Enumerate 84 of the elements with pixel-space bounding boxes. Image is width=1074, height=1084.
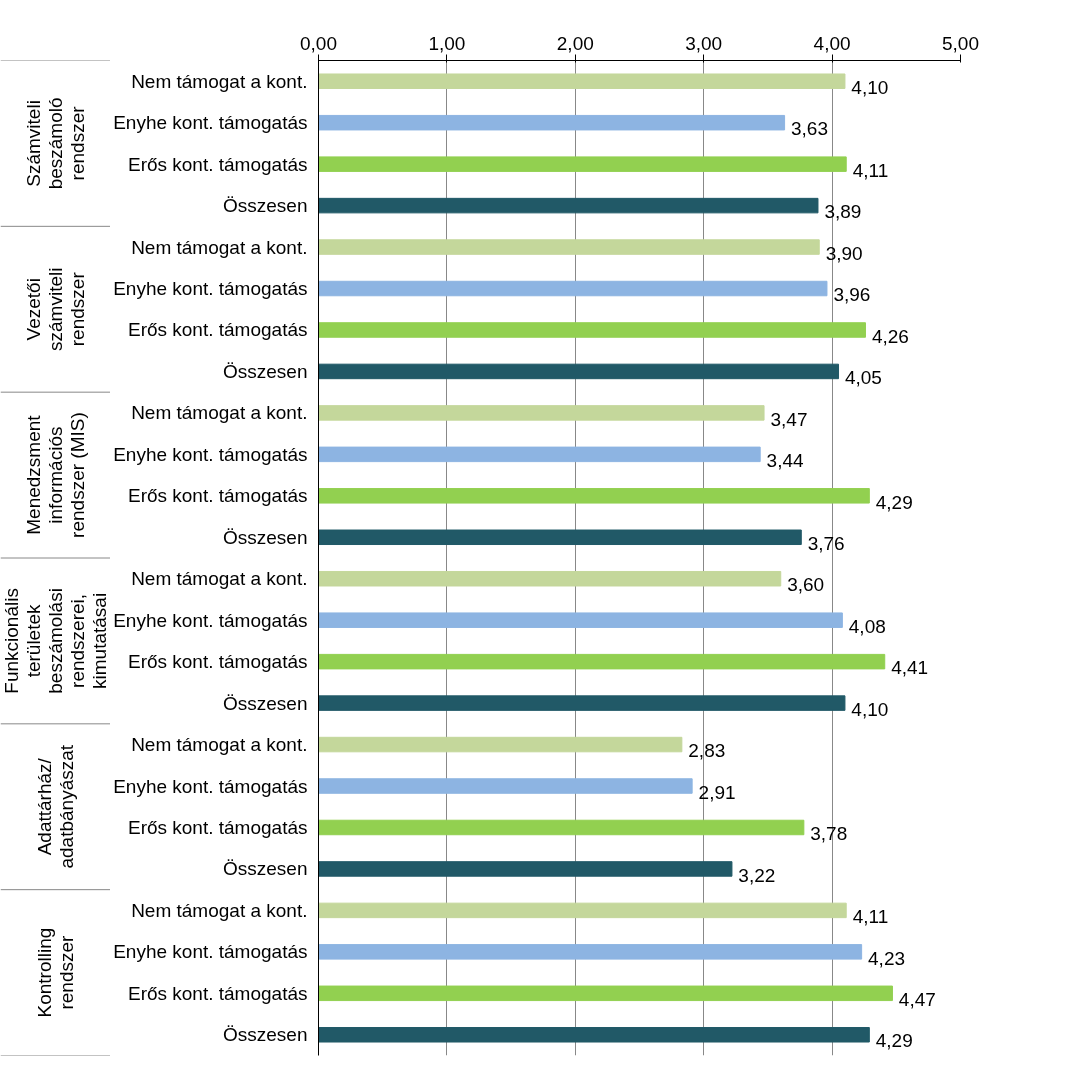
bar (318, 612, 843, 628)
data-label: 3,44 (766, 450, 805, 472)
data-label: 3,96 (833, 284, 871, 306)
bar (318, 736, 683, 753)
data-label: 4,23 (868, 947, 906, 969)
data-label: 4,05 (844, 367, 882, 389)
text: Menedzsment információs rendszer (MIS) (22, 412, 89, 538)
y-tick-label: Nem támogat a kont. (131, 899, 308, 921)
y-tick-label: Enyhe kont. támogatás (113, 941, 308, 963)
data-label: 2,83 (688, 740, 726, 762)
y-tick-label: Nem támogat a kont. (131, 236, 308, 258)
y-tick-label: Erős kont. támogatás (127, 651, 308, 673)
text: Számviteli beszámoló rendszer (22, 97, 89, 190)
y-tick-label: Összesen (223, 195, 308, 217)
bar (318, 695, 846, 711)
data-label: 3,78 (810, 823, 848, 845)
x-tick-label: 2,00 (556, 32, 594, 54)
y-tick-label: Nem támogat a kont. (131, 568, 308, 590)
bar (318, 819, 805, 836)
bar (318, 446, 761, 463)
data-label: 3,60 (787, 574, 825, 596)
y-tick-label: Nem támogat a kont. (131, 402, 308, 424)
data-label: 4,41 (891, 657, 929, 679)
data-label: 4,10 (851, 76, 889, 98)
data-label: 4,47 (898, 989, 936, 1011)
x-tick-label: 1,00 (428, 32, 466, 54)
data-label: 3,63 (791, 118, 828, 140)
data-label: 4,11 (852, 906, 889, 928)
data-label: 4,26 (871, 325, 909, 347)
bar (318, 239, 820, 255)
y-tick-label: Erős kont. támogatás (127, 485, 308, 507)
data-label: 3,76 (807, 532, 845, 554)
bar (318, 322, 866, 338)
text: Funkcionális területek beszámolási rendszerei, kimutatásai (0, 588, 111, 694)
bar (318, 114, 786, 131)
y-tick-label: Enyhe kont. támogatás (113, 443, 308, 465)
x-tick-label: 4,00 (813, 32, 851, 54)
data-label: 4,08 (848, 615, 886, 637)
bar (318, 778, 693, 794)
y-tick-label: Erős kont. támogatás (127, 816, 308, 838)
bar (318, 405, 765, 421)
data-label: 3,47 (770, 408, 808, 430)
y-tick-label: Enyhe kont. támogatás (113, 775, 308, 797)
text: Vezetői számviteli rendszer (22, 267, 89, 351)
bar (318, 944, 863, 960)
bar (318, 902, 847, 919)
data-label: 2,91 (698, 781, 736, 803)
bar (318, 73, 846, 89)
y-tick-label: Összesen (223, 526, 308, 548)
x-tick-label: 0,00 (300, 32, 337, 54)
data-label: 4,29 (875, 491, 913, 513)
y-tick-label: Összesen (223, 1024, 308, 1046)
data-label: 4,11 (852, 159, 889, 181)
bar (318, 156, 847, 172)
y-tick-label: Enyhe kont. támogatás (113, 278, 308, 300)
y-tick-label: Nem támogat a kont. (131, 70, 308, 92)
data-label: 3,89 (824, 201, 862, 223)
y-tick-label: Összesen (223, 692, 308, 714)
bar (318, 985, 893, 1002)
bar (318, 1027, 870, 1043)
y-tick-label: Erős kont. támogatás (127, 153, 308, 175)
data-label: 4,10 (851, 698, 889, 720)
bar (318, 529, 802, 546)
data-label: 4,29 (875, 1030, 913, 1052)
y-tick-label: Nem támogat a kont. (131, 734, 308, 756)
x-tick-label: 3,00 (685, 32, 723, 54)
x-tick-label: 5,00 (942, 32, 979, 54)
y-tick-label: Erős kont. támogatás (127, 982, 308, 1004)
text: Adattárház/ adatbányászat (33, 744, 78, 869)
bar (318, 197, 819, 214)
y-tick-label: Erős kont. támogatás (127, 319, 308, 341)
y-tick-label: Összesen (223, 360, 308, 382)
data-label: 3,22 (738, 864, 776, 886)
data-label: 3,90 (825, 242, 863, 264)
y-tick-label: Enyhe kont. támogatás (113, 112, 308, 134)
bar (318, 488, 870, 504)
text: Kontrolling rendszer (33, 927, 78, 1018)
bar (318, 570, 782, 587)
y-tick-label: Összesen (223, 858, 308, 880)
bar (318, 280, 828, 297)
bar (318, 363, 840, 380)
bar (318, 861, 733, 877)
y-tick-label: Enyhe kont. támogatás (113, 609, 308, 631)
bar (318, 653, 886, 670)
